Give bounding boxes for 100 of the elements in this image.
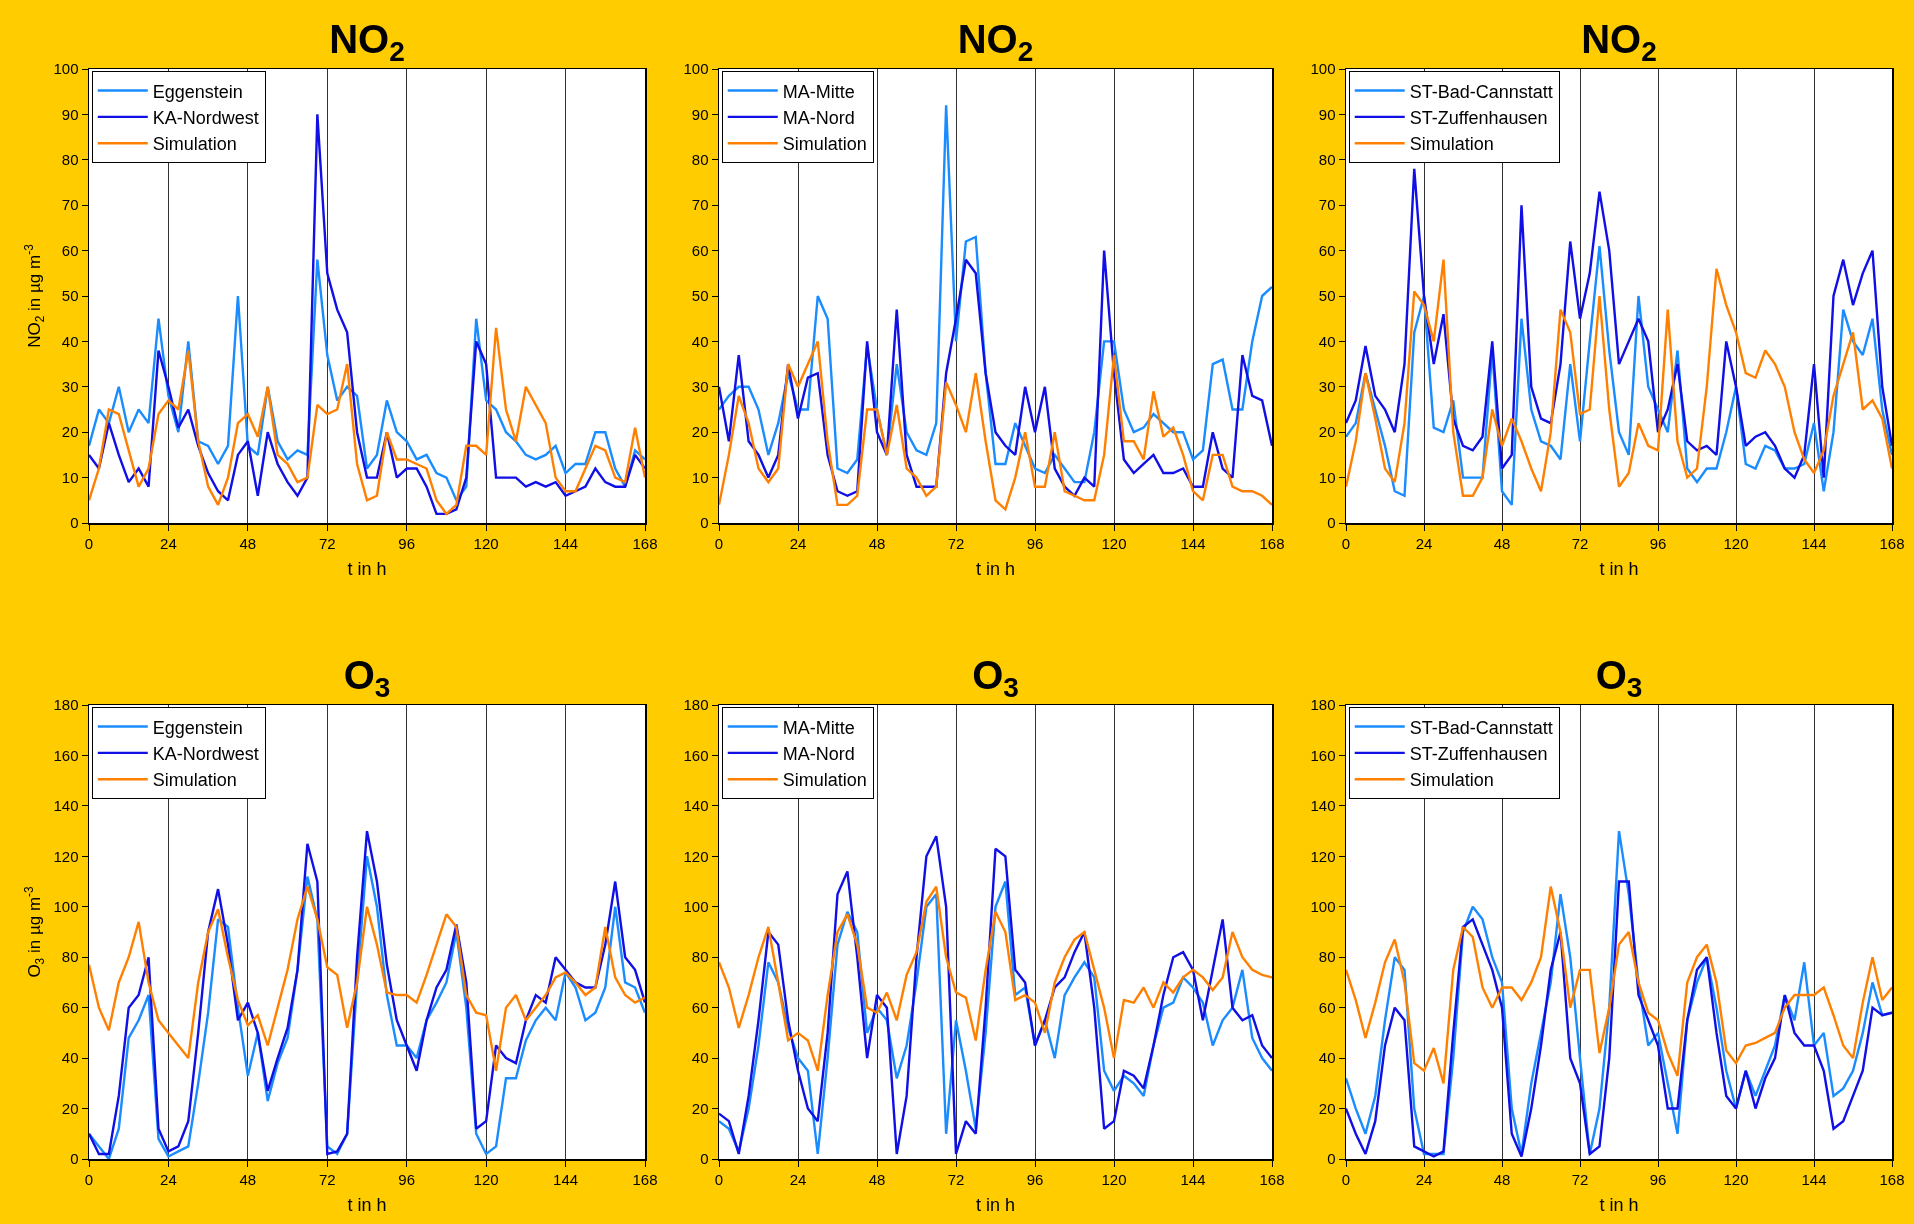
- line-series: [89, 885, 645, 1072]
- x-tick-label: 120: [1101, 534, 1127, 552]
- y-tick-label: 180: [53, 696, 79, 714]
- y-tick-label: 20: [61, 423, 79, 441]
- x-tick-label: 120: [473, 534, 499, 552]
- y-tick-label: 90: [61, 105, 79, 123]
- y-tick-label: 90: [691, 105, 709, 123]
- legend-label: ST-Zuffenhausen: [1409, 743, 1548, 764]
- x-tick-label: 96: [398, 534, 416, 552]
- y-tick-label: 120: [53, 847, 79, 865]
- y-tick-label: 60: [691, 998, 709, 1016]
- x-tick-label: 144: [1801, 1170, 1827, 1188]
- y-tick-label: 0: [1327, 514, 1336, 532]
- y-tick-label: 30: [691, 378, 709, 396]
- legend-label: Eggenstein: [152, 717, 243, 738]
- y-tick-label: 0: [70, 514, 79, 532]
- x-tick-label: 0: [714, 534, 724, 552]
- x-tick-label: 72: [318, 534, 336, 552]
- y-tick-label: 60: [1318, 998, 1336, 1016]
- y-tick-label: 30: [61, 378, 79, 396]
- y-tick-label: 160: [1310, 746, 1336, 764]
- y-tick-label: 0: [700, 514, 709, 532]
- legend-label: Simulation: [1409, 134, 1494, 155]
- y-tick-label: 40: [1318, 1049, 1336, 1067]
- x-tick-label: 144: [1180, 1170, 1206, 1188]
- y-tick-label: 0: [1327, 1150, 1336, 1168]
- y-tick-label: 90: [1318, 105, 1336, 123]
- y-tick-label: 60: [691, 241, 709, 259]
- x-axis-title: t in h: [975, 559, 1016, 580]
- y-tick-label: 80: [691, 948, 709, 966]
- legend-label: ST-Bad-Cannstatt: [1409, 717, 1553, 738]
- x-tick-label: 144: [1801, 534, 1827, 552]
- legend-label: MA-Mitte: [782, 81, 855, 102]
- x-tick-label: 168: [1259, 534, 1285, 552]
- legend-label: ST-Zuffenhausen: [1409, 107, 1548, 128]
- y-tick-label: 180: [683, 696, 709, 714]
- line-series: [89, 258, 645, 502]
- legend-label: ST-Bad-Cannstatt: [1409, 81, 1553, 102]
- chart-title: NO$_{2}$: [1581, 17, 1657, 68]
- x-tick-label: 48: [868, 534, 886, 552]
- x-tick-label: 96: [1649, 1170, 1667, 1188]
- y-tick-label: 20: [61, 1099, 79, 1117]
- y-tick-label: 50: [61, 287, 79, 305]
- line-series: [1346, 167, 1892, 479]
- legend-label: Simulation: [782, 134, 867, 155]
- x-tick-label: 168: [1879, 534, 1905, 552]
- x-tick-label: 168: [632, 534, 658, 552]
- legend-label: KA-Nordwest: [152, 743, 259, 764]
- x-tick-label: 72: [318, 1170, 336, 1188]
- y-tick-label: 70: [691, 196, 709, 214]
- y-tick-label: 100: [683, 898, 709, 916]
- line-series: [719, 249, 1272, 497]
- x-tick-label: 120: [1723, 534, 1749, 552]
- y-tick-label: 140: [53, 797, 79, 815]
- x-tick-label: 96: [1026, 534, 1044, 552]
- y-tick-label: 100: [1310, 898, 1336, 916]
- legend-label: KA-Nordwest: [152, 107, 259, 128]
- y-tick-label: 60: [61, 241, 79, 259]
- x-tick-label: 48: [1493, 534, 1511, 552]
- x-tick-label: 48: [239, 1170, 257, 1188]
- legend-label: MA-Nord: [782, 107, 855, 128]
- y-tick-label: 10: [691, 468, 709, 486]
- y-tick-label: 60: [61, 998, 79, 1016]
- y-tick-label: 20: [1318, 423, 1336, 441]
- line-series: [719, 104, 1272, 484]
- x-axis-title: t in h: [347, 559, 387, 580]
- x-axis-title: t in h: [975, 1195, 1016, 1216]
- x-axis-title: t in h: [1599, 559, 1639, 580]
- x-tick-label: 168: [632, 1170, 658, 1188]
- line-series: [1346, 880, 1892, 1158]
- x-tick-label: 72: [1571, 534, 1589, 552]
- y-tick-label: 40: [691, 332, 709, 350]
- x-tick-label: 0: [84, 1170, 94, 1188]
- legend-label: MA-Nord: [782, 743, 855, 764]
- y-tick-label: 100: [683, 60, 709, 78]
- y-tick-label: 40: [1318, 332, 1336, 350]
- y-tick-label: 20: [691, 1099, 709, 1117]
- x-tick-label: 96: [1026, 1170, 1044, 1188]
- legend-label: MA-Mitte: [782, 717, 855, 738]
- legend-label: Simulation: [152, 134, 237, 155]
- y-tick-label: 80: [691, 151, 709, 169]
- x-tick-label: 72: [1571, 1170, 1589, 1188]
- x-tick-label: 96: [398, 1170, 416, 1188]
- y-tick-label: 20: [691, 423, 709, 441]
- x-tick-label: 24: [1415, 1170, 1433, 1188]
- line-series: [89, 113, 645, 516]
- line-series: [1346, 885, 1892, 1085]
- line-series: [719, 340, 1272, 511]
- x-tick-label: 48: [1493, 1170, 1511, 1188]
- y-tick-label: 50: [1318, 287, 1336, 305]
- line-series: [89, 326, 645, 516]
- x-tick-label: 0: [1341, 534, 1351, 552]
- y-tick-label: 20: [1318, 1099, 1336, 1117]
- y-tick-label: 140: [683, 797, 709, 815]
- y-tick-label: 50: [691, 287, 709, 305]
- chart-title: NO$_{2}$: [329, 17, 405, 68]
- y-tick-label: 0: [70, 1150, 79, 1168]
- legend-label: Simulation: [782, 770, 867, 791]
- x-tick-label: 120: [473, 1170, 499, 1188]
- y-tick-label: 40: [691, 1049, 709, 1067]
